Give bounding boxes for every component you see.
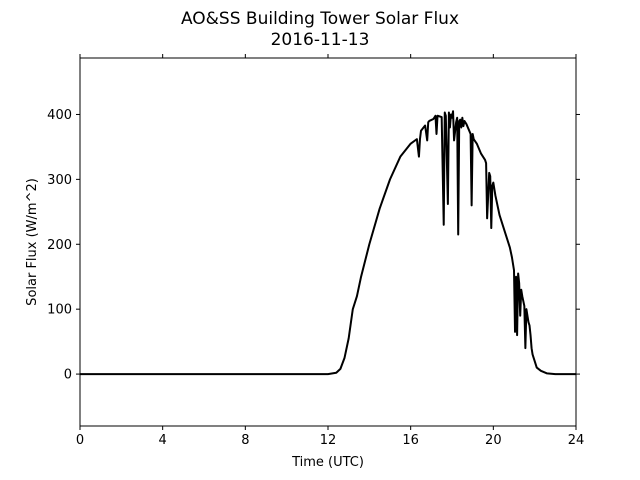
x-tick-label: 0	[76, 433, 84, 448]
x-tick-label: 20	[485, 433, 502, 448]
plot-frame	[79, 57, 577, 427]
y-tick-label: 0	[64, 368, 72, 383]
series-line-0	[80, 110, 576, 376]
x-tick-label: 12	[320, 433, 337, 448]
x-tick-label: 4	[159, 433, 167, 448]
x-axis-label: Time (UTC)	[291, 455, 364, 470]
chart-title: AO&SS Building Tower Solar Flux	[181, 9, 459, 29]
x-tick-label: 24	[568, 433, 585, 448]
x-tick-label: 16	[402, 433, 419, 448]
y-axis-label: Solar Flux (W/m^2)	[25, 178, 40, 306]
x-tick-label: 8	[241, 433, 249, 448]
chart-subtitle: 2016-11-13	[271, 30, 370, 50]
y-tick-label: 200	[47, 238, 72, 253]
axis-ticks: 0 4 8 12 16 20 24 0 100 200 300 400	[47, 54, 584, 448]
y-tick-label: 300	[47, 173, 72, 188]
plot-area	[80, 110, 576, 376]
y-tick-label: 100	[47, 303, 72, 318]
y-tick-label: 400	[47, 108, 72, 123]
